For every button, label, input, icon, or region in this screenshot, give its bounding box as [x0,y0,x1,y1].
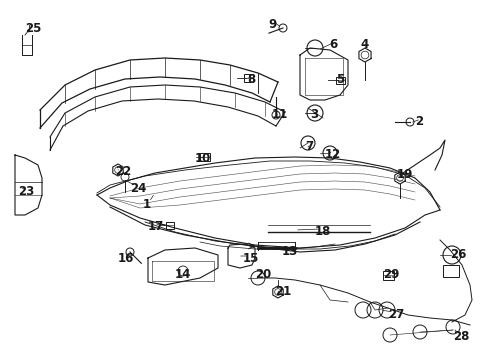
Text: 25: 25 [25,22,41,35]
Text: 23: 23 [18,185,34,198]
Text: 9: 9 [267,18,276,31]
Text: 14: 14 [175,268,191,281]
Text: 3: 3 [309,108,318,121]
Text: 28: 28 [452,330,468,343]
Text: 11: 11 [271,108,287,121]
Text: 10: 10 [195,152,211,165]
Text: 7: 7 [305,140,312,153]
Text: 16: 16 [118,252,134,265]
Text: 18: 18 [314,225,331,238]
Text: 1: 1 [142,198,151,211]
Text: 13: 13 [282,245,298,258]
Text: 15: 15 [243,252,259,265]
Text: 19: 19 [396,168,412,181]
Bar [335,77,344,84]
Bar [243,74,252,82]
Text: 21: 21 [274,285,291,298]
Text: 2: 2 [414,115,422,128]
Text: 8: 8 [246,73,255,86]
Text: 17: 17 [148,220,164,233]
Text: 5: 5 [335,73,344,86]
Bar [200,153,209,161]
Bar [442,265,458,277]
Text: 12: 12 [325,148,341,161]
Text: 6: 6 [328,38,337,51]
Bar [165,221,174,229]
Text: 27: 27 [387,308,404,321]
Text: 24: 24 [130,182,146,195]
Text: 26: 26 [449,248,466,261]
Text: 22: 22 [115,165,131,178]
Text: 29: 29 [382,268,399,281]
Text: 20: 20 [254,268,271,281]
Text: 4: 4 [359,38,367,51]
Bar [382,270,393,279]
